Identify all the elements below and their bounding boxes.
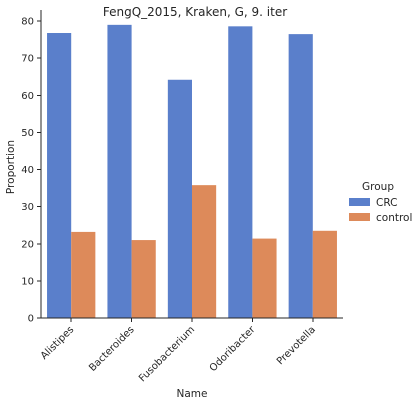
legend-title: Group [362,181,394,193]
bar-crc-prevotella [288,34,313,318]
bar-control-prevotella [312,230,337,318]
legend-swatch-crc [349,198,370,206]
bar-control-alistipes [71,231,96,318]
legend-label-crc: CRC [376,197,397,209]
y-tick-label: 40 [21,165,34,176]
bar-crc-odoribacter [228,26,253,319]
x-tick-label: Alistipes [39,324,76,361]
x-tick-label: Fusobacterium [137,324,197,384]
legend-label-control: control [376,212,412,224]
chart-title: FengQ_2015, Kraken, G, 9. iter [103,5,287,19]
bar-control-fusobacterium [192,185,217,318]
bar-control-odoribacter [252,238,277,318]
legend-swatch-control [349,213,370,221]
y-tick-label: 50 [21,128,34,139]
y-tick-label: 80 [21,17,34,28]
y-axis-ticks: 0 10 20 30 40 50 60 70 80 [21,17,41,325]
y-tick-label: 20 [21,239,34,250]
y-tick-label: 70 [21,54,34,65]
y-axis-title: Proportion [5,140,17,194]
bar-crc-fusobacterium [167,79,192,318]
y-tick-label: 60 [21,91,34,102]
x-tick-label: Bacteroides [87,324,137,374]
bar-control-bacteroides [131,240,156,318]
y-tick-label: 30 [21,202,34,213]
bars [47,24,337,319]
y-tick-label: 0 [28,314,34,325]
x-tick-label: Prevotella [275,324,318,367]
bar-crc-bacteroides [107,24,132,318]
x-axis-ticks: Alistipes Bacteroides Fusobacterium Odoriba… [39,318,318,384]
x-axis-title: Name [177,388,208,400]
x-tick-label: Odoribacter [208,324,258,374]
y-tick-label: 10 [21,276,34,287]
bar-crc-alistipes [47,33,72,318]
legend: Group CRC control [349,181,412,224]
